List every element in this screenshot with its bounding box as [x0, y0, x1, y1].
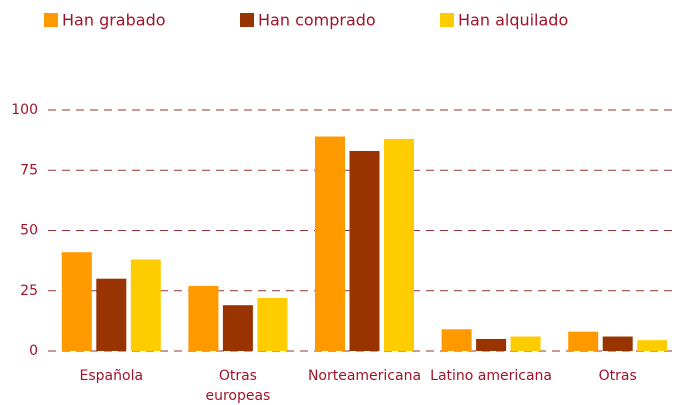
y-tick-label: 0	[29, 343, 38, 359]
legend-swatch	[44, 13, 58, 27]
legend-swatch	[240, 13, 254, 27]
bar	[61, 252, 92, 351]
x-tick-label: Latino americana	[430, 368, 553, 384]
bar	[637, 340, 668, 351]
x-tick-label: Norteamericana	[307, 368, 422, 384]
y-tick-label: 50	[20, 223, 38, 239]
x-tick-label: Otras europeas	[205, 368, 271, 404]
bar	[568, 331, 599, 351]
bar	[257, 297, 288, 351]
bar	[602, 336, 633, 351]
x-tick-label: Española	[79, 368, 144, 384]
bar	[441, 329, 472, 351]
bar	[130, 259, 161, 351]
bar	[510, 336, 541, 351]
bar	[222, 305, 253, 351]
bar	[188, 285, 219, 351]
y-tick-label: 75	[20, 162, 38, 178]
bar	[315, 136, 345, 351]
y-tick-label: 25	[20, 283, 38, 299]
bar	[96, 278, 127, 351]
bar	[349, 150, 380, 351]
y-tick-label: 100	[11, 102, 38, 118]
legend-swatch	[440, 13, 454, 27]
legend-label: Han alquilado	[458, 11, 568, 30]
legend-label: Han grabado	[62, 11, 166, 30]
x-tick-label: Otras	[598, 368, 637, 384]
legend-label: Han comprado	[258, 11, 376, 30]
bar	[476, 338, 507, 351]
bar	[384, 138, 414, 351]
